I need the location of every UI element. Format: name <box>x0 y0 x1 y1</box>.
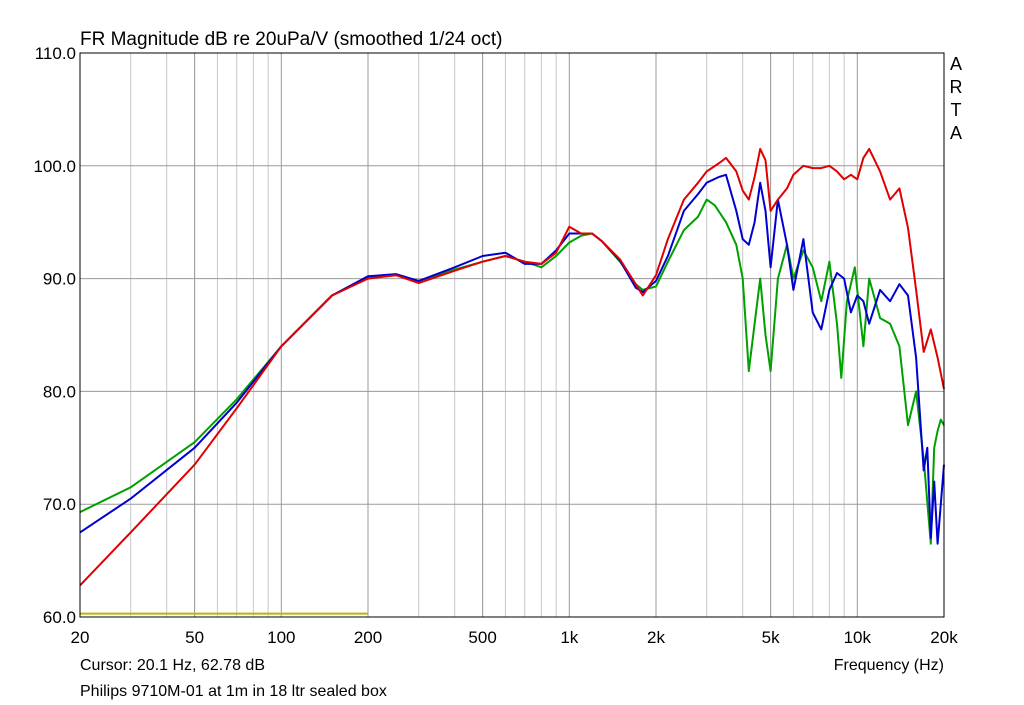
x-axis-ticks: 20 50 100 200 500 1k 2k 5k 10k 20k <box>71 628 959 647</box>
brand-letter: A <box>950 123 962 143</box>
x-tick-label: 50 <box>185 628 204 647</box>
grid <box>79 52 945 618</box>
chart-caption: Philips 9710M-01 at 1m in 18 ltr sealed … <box>80 683 387 700</box>
series-line-1 <box>79 198 945 545</box>
x-tick-label: 1k <box>560 628 578 647</box>
brand-letter: A <box>950 54 962 74</box>
x-tick-label: 100 <box>267 628 295 647</box>
y-tick-label: 80.0 <box>43 382 76 401</box>
x-tick-label: 200 <box>354 628 382 647</box>
cursor-readout: Cursor: 20.1 Hz, 62.78 dB <box>80 657 265 674</box>
y-tick-label: 90.0 <box>43 270 76 289</box>
series-line-2 <box>79 173 945 545</box>
x-axis-label: Frequency (Hz) <box>834 657 944 674</box>
x-tick-label: 10k <box>844 628 872 647</box>
x-tick-label: 20 <box>71 628 90 647</box>
x-tick-label: 5k <box>762 628 780 647</box>
chart-title: FR Magnitude dB re 20uPa/V (smoothed 1/2… <box>80 29 502 50</box>
series-line-3 <box>79 147 945 587</box>
brand-letter: R <box>950 77 963 97</box>
y-tick-label: 70.0 <box>43 495 76 514</box>
plot-series <box>79 147 945 615</box>
x-tick-label: 500 <box>468 628 496 647</box>
brand-letter: T <box>951 100 962 120</box>
y-axis-ticks: 60.0 70.0 80.0 90.0 100.0 110.0 <box>33 44 76 627</box>
x-tick-label: 2k <box>647 628 665 647</box>
x-tick-label: 20k <box>930 628 958 647</box>
y-tick-label: 110.0 <box>35 44 76 63</box>
y-tick-label: 60.0 <box>43 608 76 627</box>
y-tick-label: 100.0 <box>33 157 76 176</box>
plot-frame <box>79 52 945 618</box>
